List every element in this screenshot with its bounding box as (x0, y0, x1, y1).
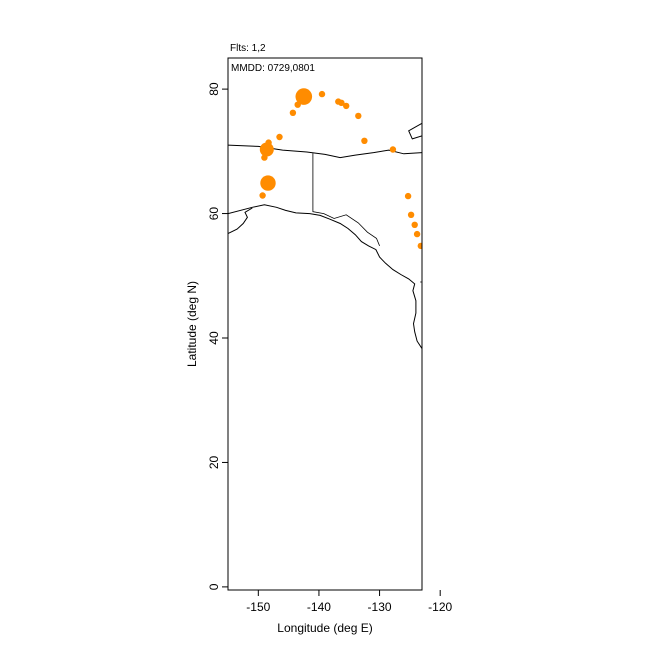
y-tick-label-4: 80 (207, 82, 221, 96)
point-orange-19 (413, 230, 421, 238)
point-red-10 (429, 469, 446, 486)
top-label: Flts: 1,2 (230, 43, 266, 54)
point-red-18 (434, 529, 440, 535)
coastline-6 (421, 118, 422, 119)
point-orange-9 (389, 146, 397, 153)
x-tick-label-1: -140 (307, 600, 331, 614)
plot-frame (227, 57, 423, 591)
point-orange-23 (441, 347, 447, 353)
point-red-0 (446, 373, 452, 379)
point-orange-13 (261, 154, 268, 161)
coastline-0 (228, 204, 422, 350)
point-orange-5 (355, 112, 362, 120)
point-orange-0 (295, 88, 313, 105)
point-red-11 (433, 479, 441, 487)
point-red-13 (434, 494, 440, 500)
point-orange-16 (404, 192, 412, 200)
x-axis-label: Longitude (deg E) (277, 621, 372, 635)
point-red-14 (434, 500, 440, 506)
coastline-2 (228, 207, 253, 234)
point-red-2 (435, 406, 441, 412)
x-tick-label-3: -120 (428, 600, 452, 614)
point-orange-22 (439, 332, 445, 338)
y-tick-label-0: 0 (207, 583, 221, 590)
point-red-3 (434, 423, 440, 429)
coastline-group (228, 118, 503, 425)
coastline-5 (422, 125, 461, 131)
border-0 (312, 153, 380, 247)
point-red-1 (439, 394, 445, 400)
point-red-12 (434, 487, 440, 493)
point-red-4 (434, 427, 440, 433)
point-orange-15 (259, 192, 266, 199)
x-axis: -150 -140 -130 -120 (246, 590, 453, 614)
y-tick-label-1: 20 (207, 455, 221, 469)
point-orange-20 (417, 242, 422, 250)
point-orange-6 (294, 101, 301, 108)
point-red-8 (434, 466, 440, 472)
point-orange-25 (444, 365, 450, 371)
point-orange-3 (338, 99, 345, 107)
point-orange-8 (361, 137, 368, 144)
point-orange-1 (318, 90, 326, 98)
point-red-9 (433, 469, 442, 478)
point-red-6 (434, 450, 440, 456)
point-orange-4 (343, 102, 350, 110)
point-orange-14 (260, 175, 276, 191)
y-tick-label-3: 60 (207, 207, 221, 221)
point-red-15 (434, 506, 440, 512)
y-axis: 0 20 40 60 80 (207, 82, 228, 590)
map-layer (228, 118, 503, 425)
point-red-19 (434, 535, 440, 541)
x-tick-label-2: -130 (368, 600, 392, 614)
border-group (312, 153, 422, 283)
point-orange-21 (424, 273, 430, 279)
point-red-16 (429, 510, 446, 527)
y-tick-label-2: 40 (207, 331, 221, 345)
coastline-1 (475, 391, 503, 425)
point-orange-17 (407, 211, 415, 218)
inner-label: MMDD: 0729,0801 (231, 63, 315, 74)
y-axis-label: Latitude (deg N) (185, 281, 199, 367)
point-orange-24 (443, 362, 449, 368)
point-red-5 (429, 429, 444, 444)
point-red-7 (434, 459, 440, 465)
point-red-22 (430, 546, 445, 561)
data-points (259, 88, 452, 561)
point-red-21 (433, 545, 441, 553)
point-red-17 (434, 523, 440, 529)
point-orange-7 (289, 109, 297, 117)
point-orange-12 (259, 142, 274, 157)
point-orange-10 (276, 133, 283, 141)
x-tick-label-0: -150 (246, 600, 270, 614)
coastline-4 (408, 122, 422, 140)
point-orange-18 (411, 221, 418, 228)
point-red-20 (434, 541, 440, 547)
